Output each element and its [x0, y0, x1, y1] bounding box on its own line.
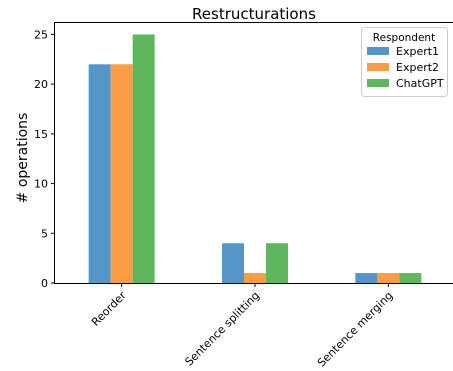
legend-label-expert1: Expert1 — [396, 45, 439, 58]
legend-swatch-chatgpt — [367, 79, 389, 87]
chart-title: Restructurations — [192, 5, 316, 23]
x-tick-label: Sentence splitting — [183, 289, 263, 369]
y-axis-label: # operations — [15, 113, 31, 204]
bar-expert1-reorder — [88, 64, 111, 283]
y-tick-label: 15 — [34, 128, 48, 141]
bar-chatgpt-reorder — [132, 34, 155, 283]
y-tick-label: 0 — [41, 277, 48, 290]
y-tick-label: 20 — [34, 78, 48, 91]
bar-expert2-sentence-splitting — [244, 273, 266, 283]
legend-label-expert2: Expert2 — [396, 61, 439, 74]
y-tick-label: 25 — [34, 28, 48, 41]
legend-swatch-expert2 — [367, 63, 389, 71]
x-tick-label: Reorder — [89, 289, 129, 329]
y-tick-label: 5 — [41, 227, 48, 240]
plot-frame — [54, 22, 453, 284]
legend-items: Expert1 Expert2 ChatGPT — [367, 45, 444, 90]
bar-chatgpt-sentence-splitting — [266, 243, 288, 283]
bar-expert1-sentence-splitting — [222, 243, 244, 283]
bar-expert2-sentence-merging — [377, 273, 400, 283]
legend: Respondent Expert1 Expert2 ChatGPT — [361, 27, 448, 97]
bar-chatgpt-sentence-merging — [399, 273, 422, 283]
y-tick-label: 10 — [34, 178, 48, 191]
legend-title: Respondent — [373, 32, 435, 44]
x-tick-label: Sentence merging — [315, 289, 396, 370]
y-ticks-group: 0 5 10 15 20 25 — [34, 28, 55, 290]
bar-expert1-sentence-merging — [355, 273, 378, 283]
x-ticks-group: Reorder Sentence splitting Sentence mergin… — [89, 283, 395, 369]
legend-swatch-expert1 — [367, 47, 389, 55]
legend-label-chatgpt: ChatGPT — [396, 77, 444, 90]
bars-group — [88, 34, 422, 283]
bar-expert2-reorder — [110, 64, 133, 283]
